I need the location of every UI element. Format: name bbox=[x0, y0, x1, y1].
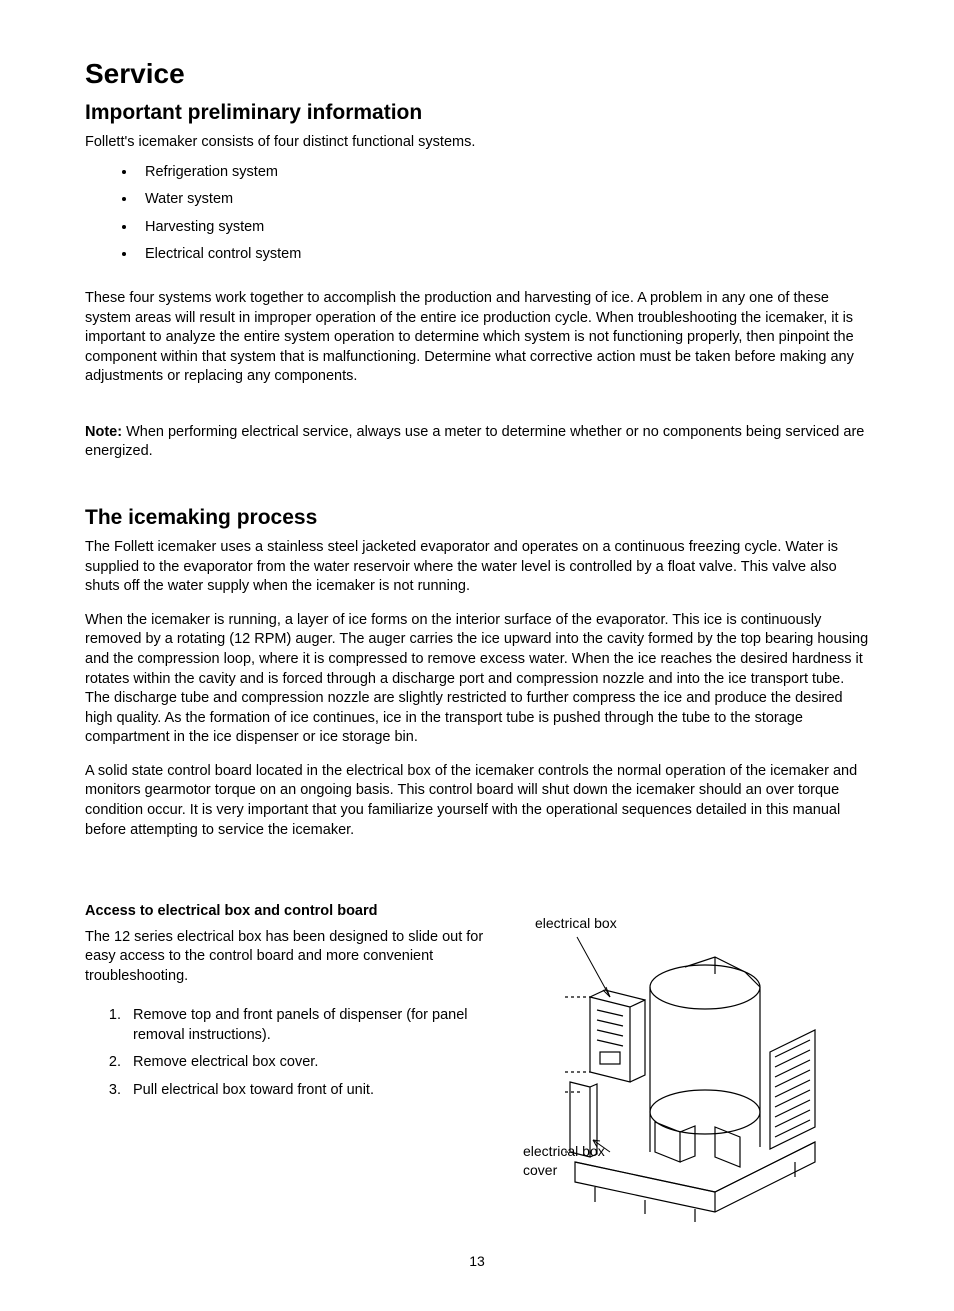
icemaker-diagram bbox=[515, 902, 845, 1232]
left-column: Access to electrical box and control boa… bbox=[85, 902, 495, 1232]
note-block: Note: When performing electrical service… bbox=[85, 423, 869, 462]
body-paragraph: The 12 series electrical box has been de… bbox=[85, 928, 495, 987]
list-item: Harvesting system bbox=[137, 218, 869, 238]
list-item: Refrigeration system bbox=[137, 163, 869, 183]
systems-list: Refrigeration system Water system Harves… bbox=[137, 163, 869, 265]
note-text: When performing electrical service, alwa… bbox=[85, 424, 864, 460]
diagram-container: electrical box electrical box cover bbox=[515, 902, 845, 1232]
diagram-label-electrical-box: electrical box bbox=[535, 914, 617, 933]
subsection-heading-access: Access to electrical box and control boa… bbox=[85, 902, 495, 922]
page-number: 13 bbox=[85, 1252, 869, 1271]
list-item: Electrical control system bbox=[137, 245, 869, 265]
body-paragraph: A solid state control board located in t… bbox=[85, 762, 869, 840]
body-paragraph: The Follett icemaker uses a stainless st… bbox=[85, 538, 869, 597]
list-item: Remove electrical box cover. bbox=[125, 1053, 495, 1073]
steps-list: Remove top and front panels of dispenser… bbox=[125, 1006, 495, 1100]
section-heading-icemaking: The icemaking process bbox=[85, 504, 869, 532]
diagram-label-cover: electrical box cover bbox=[523, 1142, 605, 1180]
intro-text: Follett's icemaker consists of four dist… bbox=[85, 133, 869, 153]
two-column-layout: Access to electrical box and control boa… bbox=[85, 902, 869, 1232]
diagram-column: electrical box electrical box cover bbox=[515, 902, 845, 1232]
list-item: Water system bbox=[137, 190, 869, 210]
note-label: Note: bbox=[85, 424, 122, 440]
list-item: Remove top and front panels of dispenser… bbox=[125, 1006, 495, 1045]
page-title: Service bbox=[85, 55, 869, 93]
body-paragraph: When the icemaker is running, a layer of… bbox=[85, 611, 869, 748]
section-heading-preliminary: Important preliminary information bbox=[85, 99, 869, 127]
body-paragraph: These four systems work together to acco… bbox=[85, 289, 869, 387]
list-item: Pull electrical box toward front of unit… bbox=[125, 1081, 495, 1101]
